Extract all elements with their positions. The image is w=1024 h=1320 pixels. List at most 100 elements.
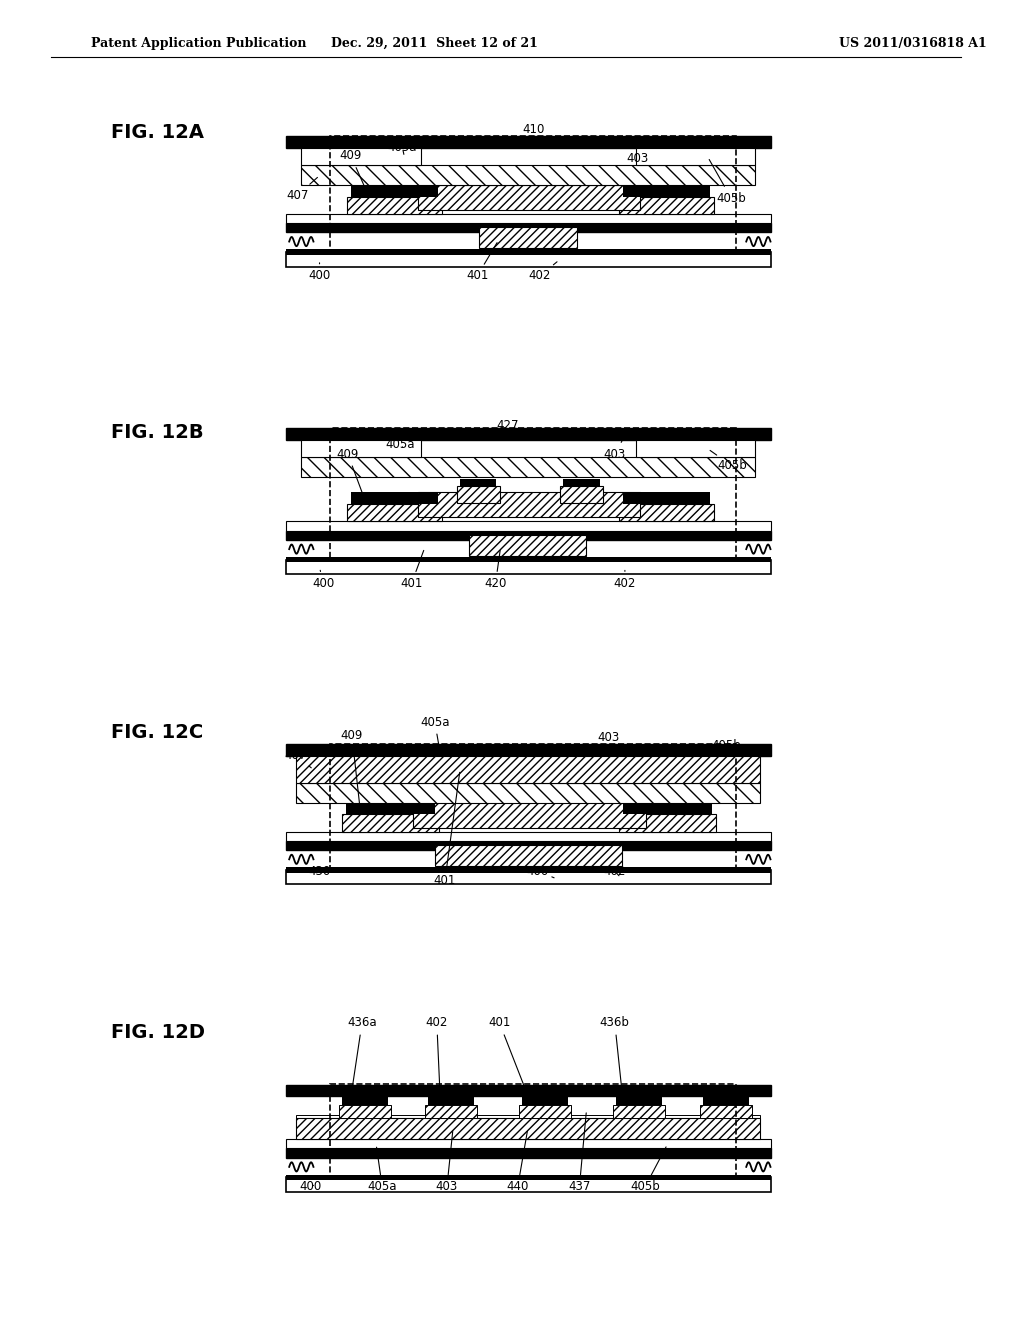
Bar [286,560,770,574]
Bar [286,1148,770,1158]
Bar [296,1115,761,1121]
Bar [702,1096,750,1105]
Bar [286,1139,770,1148]
Text: 420: 420 [484,550,507,590]
Text: Dec. 29, 2011  Sheet 12 of 21: Dec. 29, 2011 Sheet 12 of 21 [332,37,539,50]
Bar [346,803,435,814]
Text: 402: 402 [613,570,636,590]
Bar [342,814,439,832]
Text: 405a: 405a [388,141,417,154]
Text: 401: 401 [434,772,460,887]
Bar [330,744,736,871]
Text: 405b: 405b [710,450,746,473]
Bar [457,486,500,503]
Text: 440: 440 [507,1131,529,1193]
Text: 401: 401 [400,550,424,590]
Bar [560,486,603,503]
Bar [435,845,622,866]
Bar [636,440,756,457]
Text: FIG. 12C: FIG. 12C [112,723,204,742]
Text: 405b: 405b [630,1147,666,1193]
Bar [623,185,710,197]
Bar [286,521,770,531]
Bar [296,756,761,783]
Bar [296,783,761,803]
Text: 409: 409 [341,729,364,805]
Text: 427: 427 [497,418,519,436]
Bar [425,1105,477,1118]
Text: 400: 400 [526,865,554,878]
Text: 402: 402 [603,865,626,878]
Text: 405a: 405a [368,1147,397,1193]
Bar [286,1085,770,1096]
Bar [286,214,770,223]
Text: 400: 400 [312,570,335,590]
Text: 402: 402 [426,1016,449,1088]
Text: 403: 403 [604,438,626,461]
Bar [618,197,714,214]
Bar [286,252,770,267]
Text: 430: 430 [308,865,331,878]
Text: 409: 409 [340,149,365,187]
Text: 436b: 436b [600,1016,630,1088]
Text: 409: 409 [337,447,364,495]
Bar [699,1105,753,1118]
Bar [351,492,438,504]
Text: 436a: 436a [347,1016,377,1088]
Bar [286,557,770,562]
Text: 400: 400 [299,1180,322,1193]
Bar [301,165,756,185]
Text: FIG. 12B: FIG. 12B [112,424,204,442]
Bar [460,479,497,487]
Bar [286,832,770,841]
Bar [479,227,578,248]
Bar [413,801,646,828]
Text: 405a: 405a [386,438,415,451]
Text: 403: 403 [626,145,648,165]
Text: 403: 403 [598,731,620,751]
Bar [286,428,770,440]
Bar [618,814,716,832]
Bar [286,1177,770,1192]
Bar [286,232,770,249]
Text: FIG. 12D: FIG. 12D [112,1023,205,1041]
Bar [286,136,770,148]
Bar [286,870,770,884]
Text: 402: 402 [528,261,557,282]
Bar [618,504,714,521]
Bar [615,1096,663,1105]
Bar [286,850,770,867]
Bar [623,803,712,814]
Bar [563,479,600,487]
Bar [351,185,438,197]
Text: 405a: 405a [420,715,450,748]
Bar [522,1096,568,1105]
Text: 405b: 405b [710,160,745,205]
Bar [286,841,770,850]
Bar [286,744,770,756]
Bar [342,1096,388,1105]
Bar [286,223,770,232]
Bar [286,867,770,873]
Text: 407: 407 [284,748,311,768]
Bar [347,504,442,521]
Bar [286,1158,770,1175]
Text: 410: 410 [522,123,545,140]
Bar [301,440,421,457]
Bar [286,531,770,540]
Bar [296,1118,761,1139]
Text: US 2011/0316818 A1: US 2011/0316818 A1 [840,37,987,50]
Text: 401: 401 [488,1016,524,1088]
Bar [301,148,421,165]
Text: 407: 407 [286,177,317,202]
Bar [286,540,770,557]
Bar [330,1084,736,1179]
Bar [301,457,756,477]
Bar [330,136,736,253]
Text: 403: 403 [436,1131,458,1193]
Bar [469,535,587,556]
Bar [330,428,736,561]
Text: 400: 400 [308,263,331,282]
Bar [612,1105,666,1118]
Bar [418,185,640,210]
